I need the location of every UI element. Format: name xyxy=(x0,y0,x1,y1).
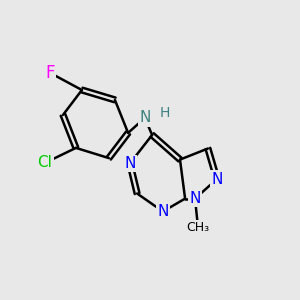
Text: N: N xyxy=(211,172,223,187)
Text: H: H xyxy=(159,106,170,120)
Text: N: N xyxy=(139,110,151,125)
Text: CH₃: CH₃ xyxy=(186,220,210,234)
Text: Cl: Cl xyxy=(38,155,52,170)
Text: N: N xyxy=(124,156,136,171)
Text: N: N xyxy=(157,204,169,219)
Text: N: N xyxy=(189,191,201,206)
Text: F: F xyxy=(45,64,55,82)
